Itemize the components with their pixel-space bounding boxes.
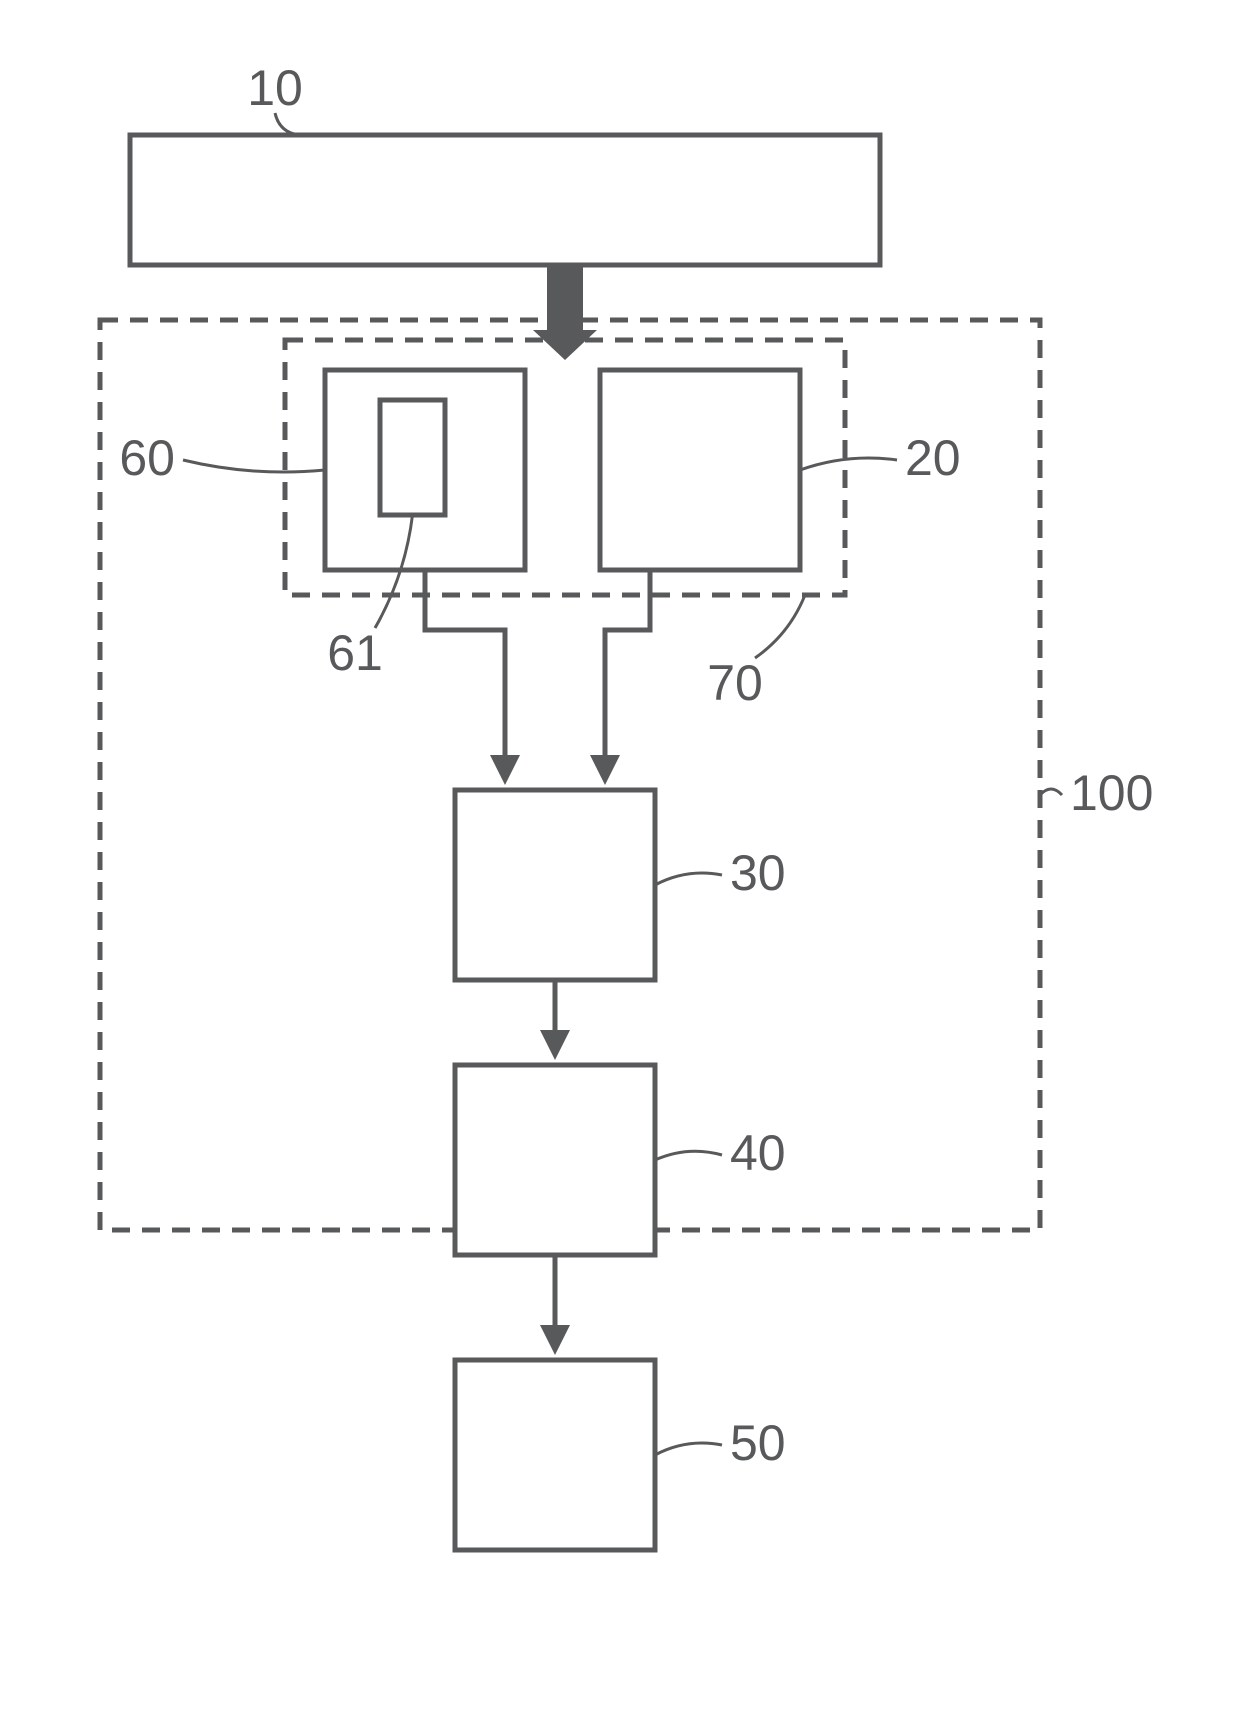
leader-20 (800, 458, 897, 470)
label-61: 61 (327, 625, 383, 681)
box-20 (600, 370, 800, 570)
label-70: 70 (707, 655, 763, 711)
arrow-20-to-30 (605, 570, 650, 780)
block-diagram: 10 60 20 61 70 100 30 40 50 (0, 0, 1240, 1721)
leader-60 (183, 460, 325, 472)
leader-100 (1040, 789, 1062, 795)
box-30 (455, 790, 655, 980)
label-50: 50 (730, 1415, 786, 1471)
box-40 (455, 1065, 655, 1255)
label-20: 20 (905, 430, 961, 486)
leader-70 (755, 595, 805, 658)
arrow-10-to-70 (533, 265, 597, 360)
leader-50 (655, 1443, 722, 1455)
leader-40 (655, 1151, 722, 1160)
label-10: 10 (247, 60, 303, 116)
box-61 (380, 400, 445, 515)
arrow-60-to-30 (425, 570, 505, 780)
label-30: 30 (730, 845, 786, 901)
leader-30 (655, 873, 722, 885)
label-60: 60 (119, 430, 175, 486)
label-100: 100 (1070, 765, 1153, 821)
box-50 (455, 1360, 655, 1550)
box-10 (130, 135, 880, 265)
leader-10 (275, 113, 300, 135)
label-40: 40 (730, 1125, 786, 1181)
